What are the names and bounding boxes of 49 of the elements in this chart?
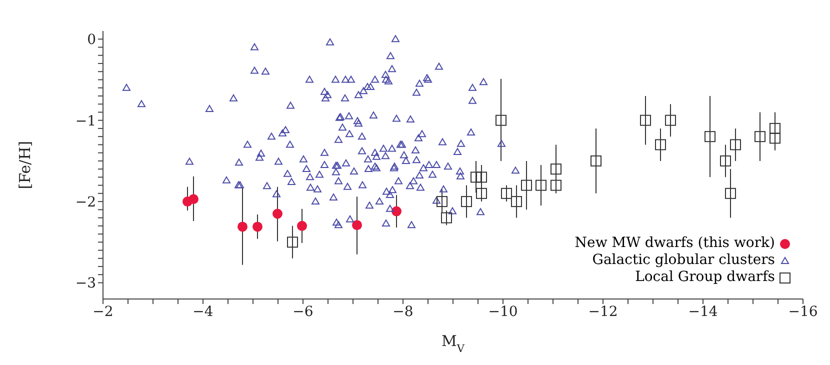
point xyxy=(536,180,546,191)
point xyxy=(665,114,676,126)
x-tick-label: −12 xyxy=(588,304,618,320)
point xyxy=(590,155,602,166)
point xyxy=(655,139,666,150)
point xyxy=(461,196,472,208)
x-tick-label: −14 xyxy=(688,304,718,320)
y-tick-label: −3 xyxy=(75,276,96,292)
point xyxy=(770,122,780,134)
legend-label: New MW dwarfs (this work) xyxy=(574,235,775,252)
y-tick-label: −2 xyxy=(75,194,96,211)
point xyxy=(252,222,262,232)
point xyxy=(640,114,651,126)
x-axis-title: M$_{V}$ xyxy=(442,332,465,355)
point xyxy=(704,131,716,142)
point xyxy=(238,222,248,232)
x-tick-label: −8 xyxy=(392,304,414,320)
y-tick-label: 0 xyxy=(87,32,96,48)
point xyxy=(272,208,282,219)
y-tick-label: −1 xyxy=(75,113,96,130)
point xyxy=(392,206,402,216)
legend-label: Galactic globular clusters xyxy=(592,252,775,269)
point xyxy=(476,172,487,183)
y-axis-title: [Fe/H] xyxy=(16,140,34,190)
x-tick-label: −16 xyxy=(788,304,818,320)
point xyxy=(352,220,362,230)
point xyxy=(720,155,731,166)
point xyxy=(496,114,506,126)
point xyxy=(470,172,482,183)
point xyxy=(550,164,562,175)
x-tick-label: −10 xyxy=(488,304,518,320)
legend-label: Local Group dwarfs xyxy=(635,269,775,286)
point xyxy=(436,196,448,208)
point xyxy=(511,196,522,208)
point xyxy=(730,139,741,150)
point xyxy=(550,180,562,191)
point xyxy=(754,131,766,142)
point xyxy=(770,132,780,144)
x-tick-label: −4 xyxy=(192,304,214,320)
point xyxy=(441,212,452,224)
point xyxy=(521,180,532,191)
point xyxy=(297,220,307,231)
point xyxy=(287,236,298,248)
point xyxy=(501,188,512,199)
x-tick-label: −2 xyxy=(92,304,114,320)
point xyxy=(188,194,198,204)
point xyxy=(476,188,487,199)
point xyxy=(725,188,736,199)
x-tick-label: −6 xyxy=(292,304,314,320)
